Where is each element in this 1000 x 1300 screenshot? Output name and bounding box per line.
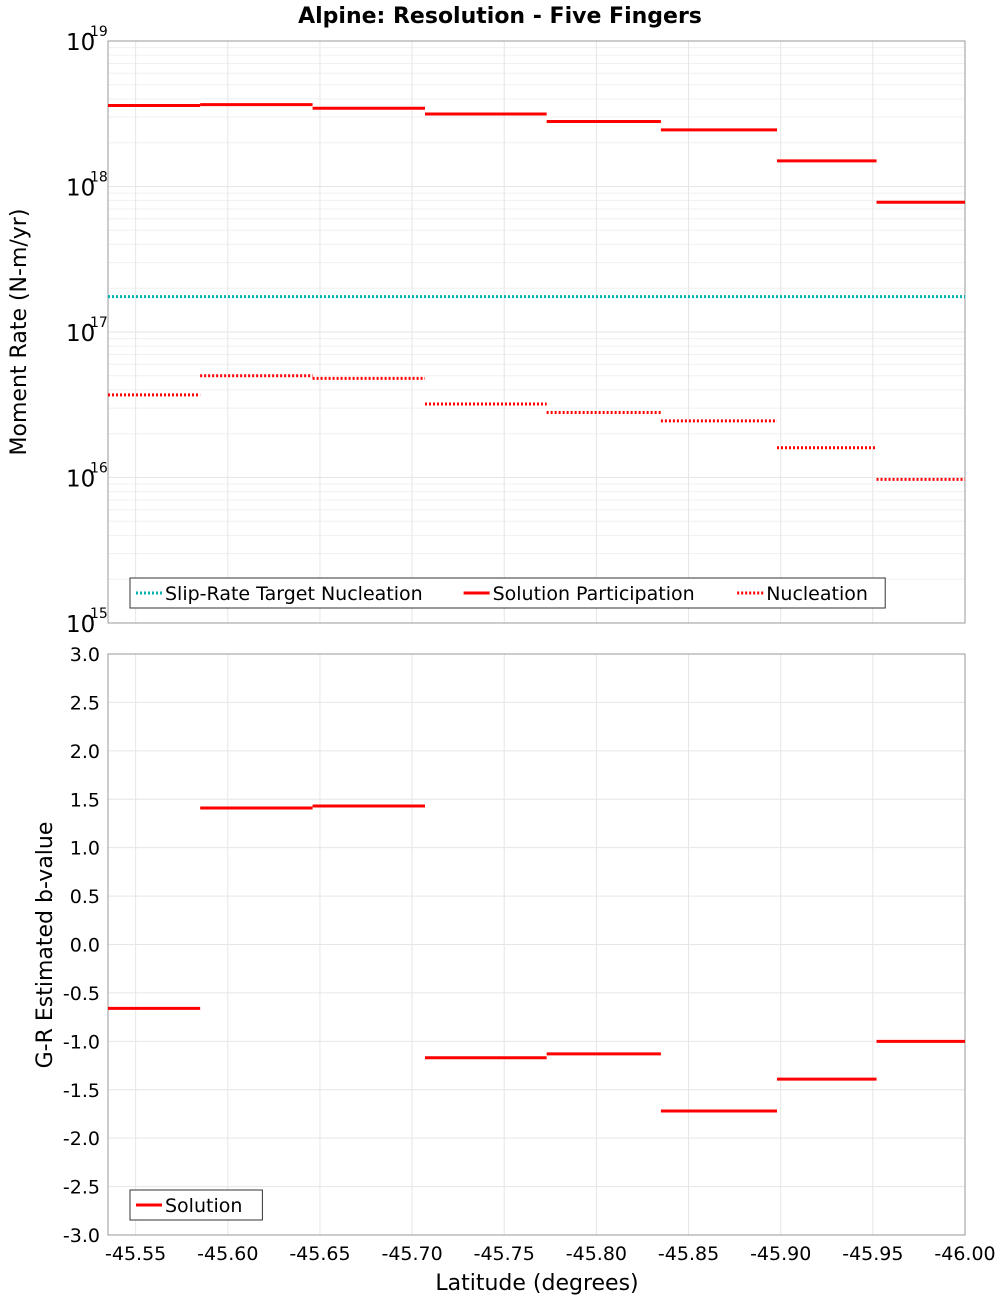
bottom-y-tick-label: -1.5	[63, 1080, 100, 1102]
x-tick-label: -45.60	[197, 1243, 258, 1265]
bottom-legend-label-0: Solution	[165, 1195, 242, 1217]
top-y-tick-base: 10	[66, 467, 95, 493]
top-legend-label-1: Solution Participation	[493, 583, 695, 605]
bottom-y-tick-label: -3.0	[63, 1225, 100, 1247]
top-y-tick-exponent: 19	[90, 24, 108, 40]
chart-title: Alpine: Resolution - Five Fingers	[298, 4, 702, 29]
x-tick-label: -45.70	[381, 1243, 442, 1265]
bottom-y-tick-label: 0.5	[70, 886, 100, 908]
bottom-y-tick-label: 2.5	[70, 692, 100, 714]
top-y-tick-exponent: 18	[90, 170, 108, 186]
bottom-y-tick-label: 3.0	[70, 644, 100, 666]
top-y-tick-exponent: 15	[90, 606, 108, 622]
bottom-y-tick-label: -1.0	[63, 1031, 100, 1053]
top-y-tick-exponent: 17	[90, 315, 108, 331]
x-tick-label: -45.75	[474, 1243, 535, 1265]
top-legend-label-2: Nucleation	[766, 583, 868, 605]
x-tick-label: -45.80	[566, 1243, 627, 1265]
top-y-tick-exponent: 16	[90, 461, 108, 477]
bottom-y-tick-label: 1.5	[70, 789, 100, 811]
x-tick-label: -45.55	[105, 1243, 166, 1265]
bottom-y-tick-label: 2.0	[70, 741, 100, 763]
x-tick-label: -45.85	[658, 1243, 719, 1265]
top-y-tick-base: 10	[66, 176, 95, 202]
bottom-frame	[107, 653, 966, 1236]
top-legend-box	[129, 577, 886, 609]
x-axis-label: Latitude (degrees)	[435, 1271, 638, 1296]
x-tick-label: -45.65	[289, 1243, 350, 1265]
bottom-y-tick-label: 1.0	[70, 838, 100, 860]
bottom-y-axis-label: G-R Estimated b-value	[33, 822, 58, 1069]
top-frame	[107, 40, 966, 624]
bottom-y-tick-label: -2.0	[63, 1128, 100, 1150]
top-y-tick-base: 10	[66, 321, 95, 347]
bottom-plot-area: 3.0 2.5 2.0 1.5 1.0 0.5 0.0 -0.5 -1.0 -1.5 -2.0 -2.…	[63, 644, 996, 1265]
bottom-y-tick-label: -0.5	[63, 983, 100, 1005]
top-y-axis-label: Moment Rate (N-m/yr)	[7, 209, 32, 456]
top-y-tick-base: 10	[66, 30, 95, 56]
top-y-tick-base: 10	[66, 612, 95, 638]
x-tick-label: -45.95	[842, 1243, 903, 1265]
bottom-y-tick-label: -2.5	[63, 1177, 100, 1199]
x-tick-label: -46.00	[934, 1243, 995, 1265]
x-tick-label: -45.90	[750, 1243, 811, 1265]
bottom-legend-box	[129, 1189, 263, 1221]
bottom-y-tick-label: 0.0	[70, 935, 100, 957]
top-legend-label-0: Slip-Rate Target Nucleation	[165, 583, 423, 605]
